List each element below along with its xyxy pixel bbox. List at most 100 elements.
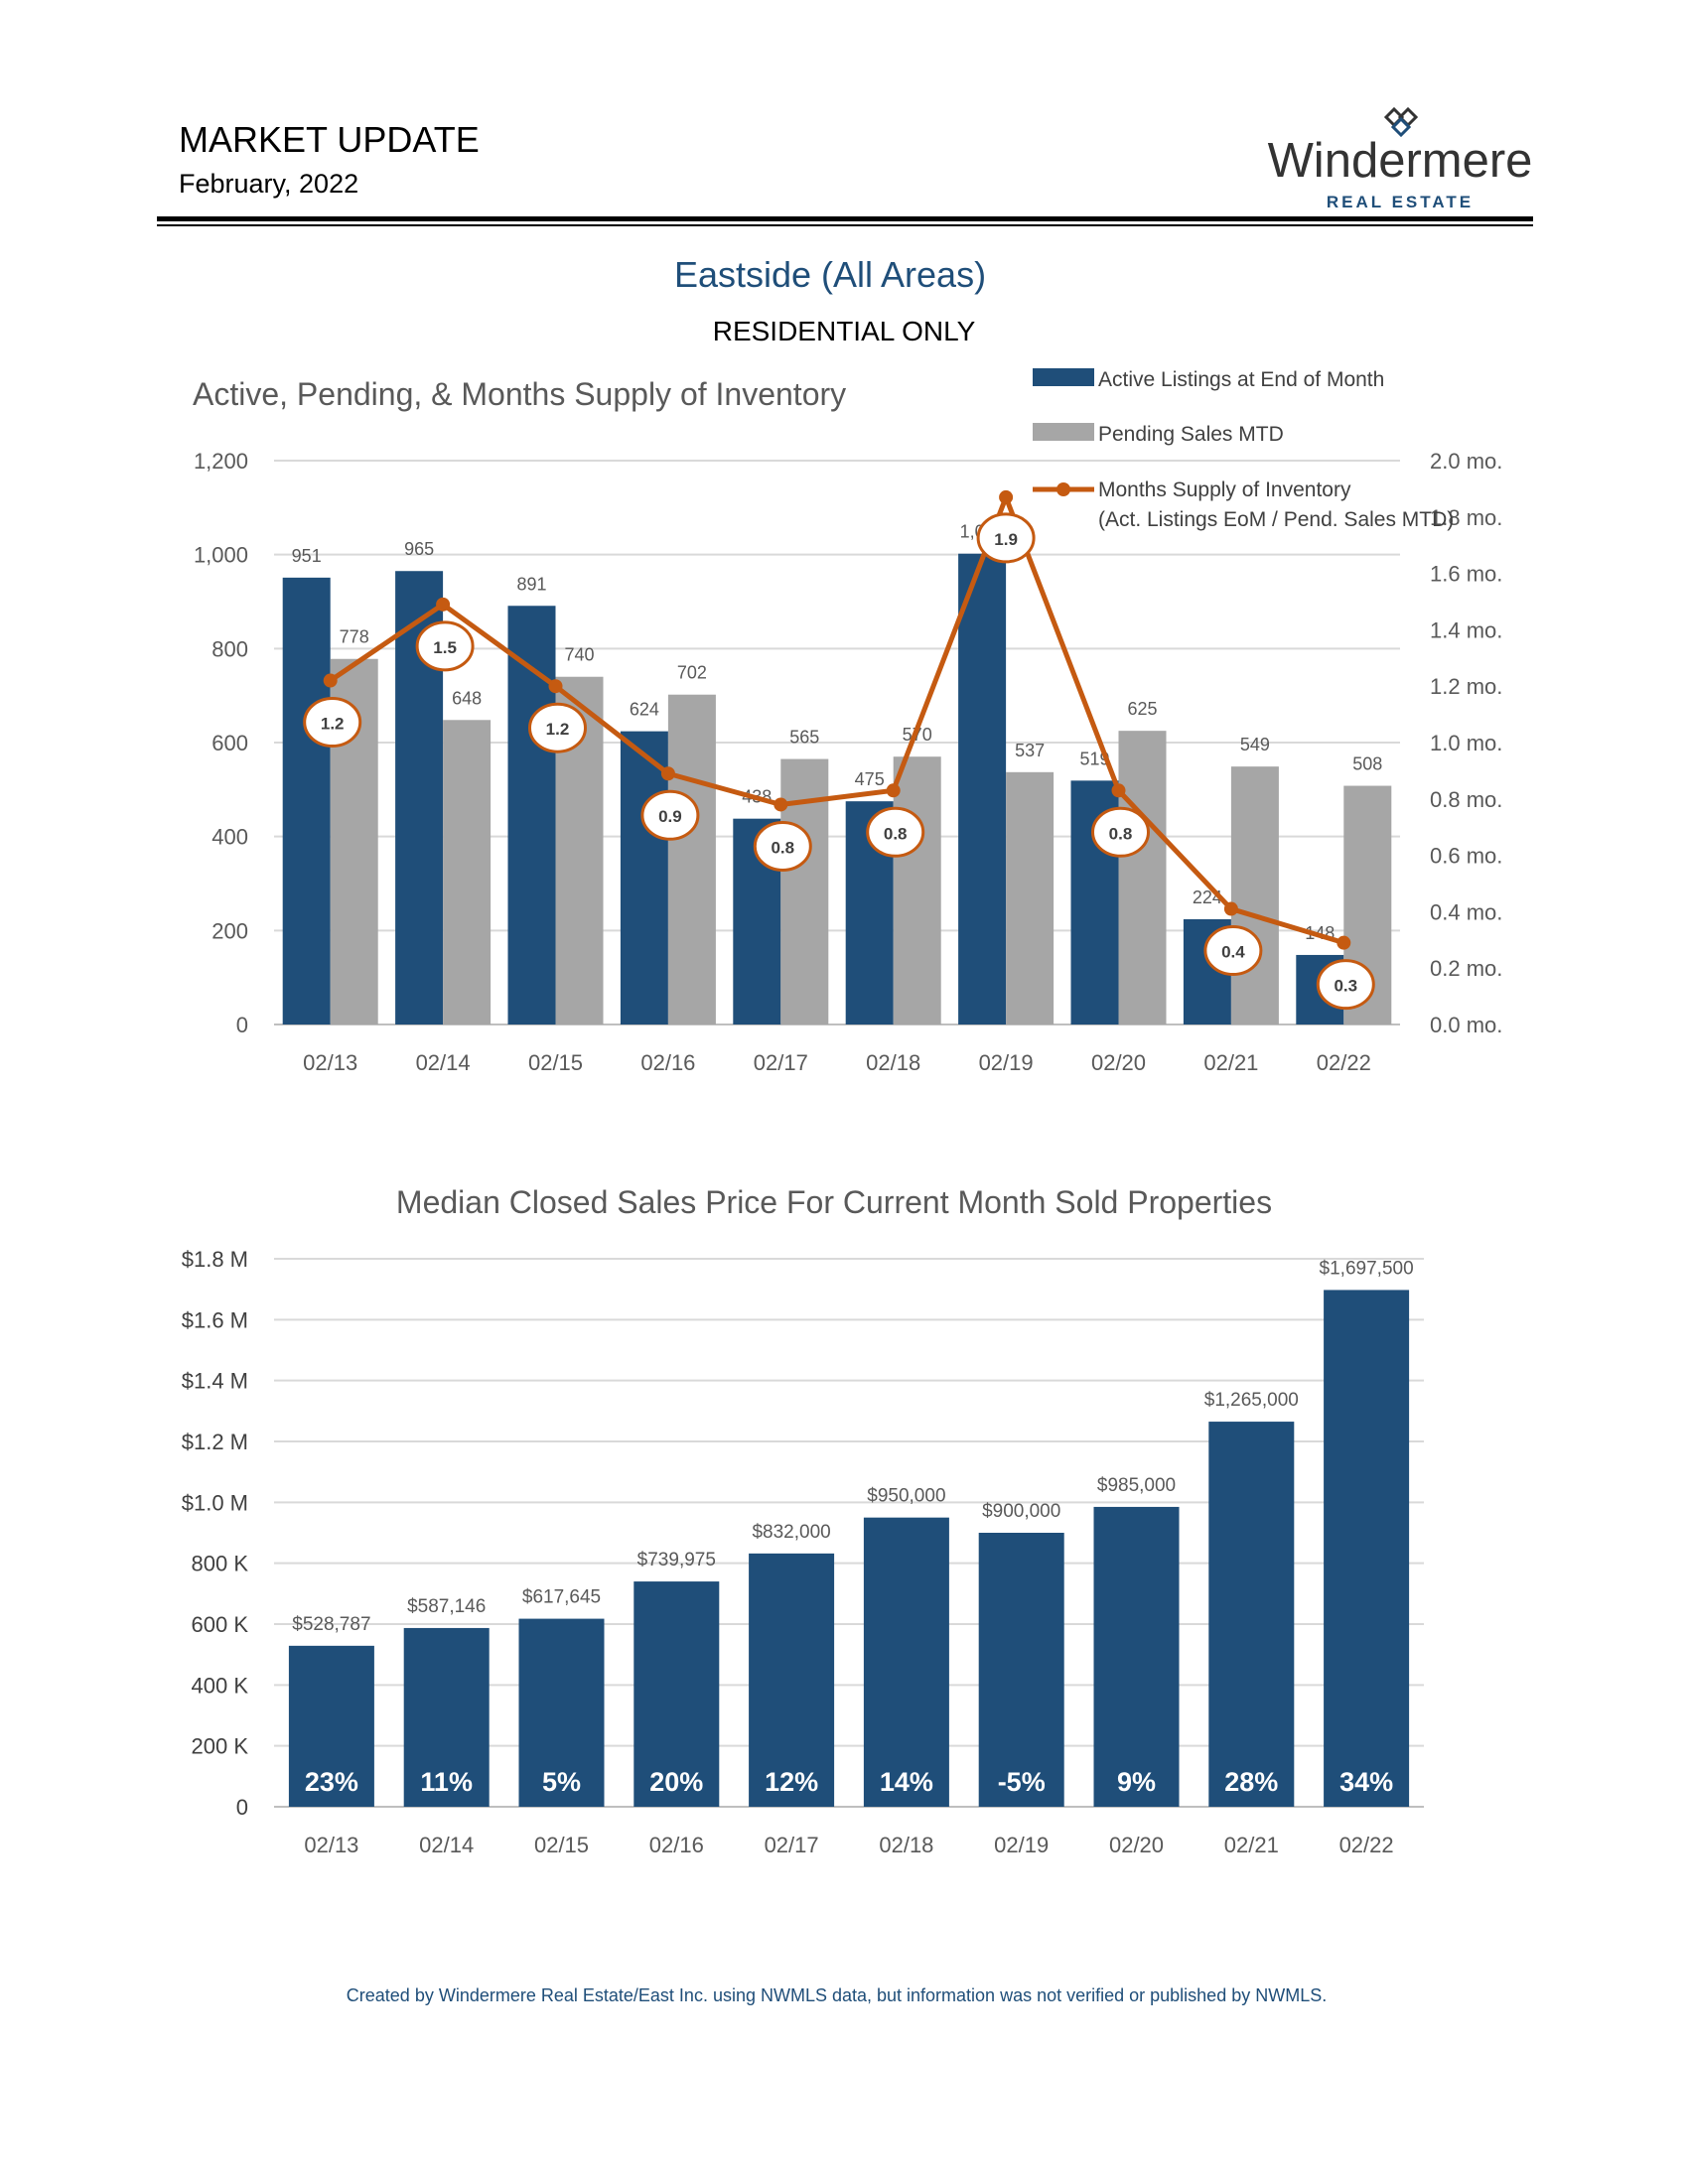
y2-tick-label: 2.0 mo. bbox=[1430, 449, 1502, 474]
price-value-label: $587,146 bbox=[407, 1596, 486, 1617]
price-value-label: $1,697,500 bbox=[1320, 1258, 1414, 1279]
supply-label-bubble bbox=[415, 620, 475, 672]
x-axis-ticks: 02/13 02/14 02/15 02/16 02/17 02/18 02/19 02/20… bbox=[304, 1833, 1393, 1857]
yoy-change-label: 34% bbox=[1339, 1767, 1393, 1797]
price-value-label: $617,645 bbox=[522, 1587, 601, 1608]
median-price-bar bbox=[863, 1517, 949, 1807]
x-tick-label: 02/13 bbox=[303, 1050, 357, 1075]
price-value-label: $900,000 bbox=[982, 1501, 1060, 1522]
pending-value-label: 740 bbox=[564, 645, 594, 665]
header-rule-thick bbox=[157, 216, 1533, 221]
active-value-label: 624 bbox=[630, 700, 659, 720]
legend-label-supply: Months Supply of Inventory bbox=[1098, 478, 1351, 501]
x-tick-label: 02/14 bbox=[416, 1050, 471, 1075]
supply-label-bubble bbox=[640, 789, 700, 841]
x-tick-label: 02/17 bbox=[754, 1050, 808, 1075]
y2-tick-label: 0.6 mo. bbox=[1430, 844, 1502, 869]
x-tick-label: 02/17 bbox=[765, 1833, 819, 1857]
yoy-change-label: 20% bbox=[649, 1767, 703, 1797]
y-tick-label: 1,200 bbox=[194, 449, 248, 474]
supply-point bbox=[548, 679, 563, 694]
x-tick-label: 02/20 bbox=[1109, 1833, 1164, 1857]
x-tick-label: 02/16 bbox=[649, 1833, 704, 1857]
price-value-label: $985,000 bbox=[1097, 1475, 1176, 1496]
yoy-change-label: 14% bbox=[880, 1767, 933, 1797]
price-value-label: $832,000 bbox=[752, 1522, 830, 1543]
supply-point bbox=[999, 489, 1014, 504]
median-price-bar bbox=[749, 1553, 835, 1807]
y-tick-label: $1.2 M bbox=[182, 1430, 248, 1454]
source-footnote: Created by Windermere Real Estate/East I… bbox=[346, 1985, 1328, 2005]
x-tick-label: 02/21 bbox=[1203, 1050, 1258, 1075]
x-tick-label: 02/22 bbox=[1317, 1050, 1371, 1075]
price-value-label: $528,787 bbox=[292, 1614, 370, 1635]
pending-value-label: 549 bbox=[1240, 735, 1270, 754]
yoy-change-labels: 23% 11% 5% 20% 12% 14% -5% 9% 28% 34% bbox=[305, 1767, 1393, 1797]
chart-title: Median Closed Sales Price For Current Mo… bbox=[396, 1184, 1272, 1220]
pending-sales-bar bbox=[443, 720, 492, 1024]
supply-point bbox=[774, 797, 788, 812]
legend-label-pending: Pending Sales MTD bbox=[1098, 423, 1284, 446]
x-tick-label: 02/19 bbox=[994, 1833, 1049, 1857]
yoy-change-label: -5% bbox=[998, 1767, 1046, 1797]
y-tick-label: 200 K bbox=[192, 1734, 249, 1759]
median-price-chart: Median Closed Sales Price For Current Mo… bbox=[182, 1184, 1424, 1857]
pending-value-label: 648 bbox=[452, 688, 482, 708]
pending-sales-bar bbox=[667, 694, 716, 1024]
x-axis-ticks: 02/13 02/14 02/15 02/16 02/17 02/18 02/19 02/20… bbox=[303, 1050, 1371, 1075]
median-price-bar bbox=[1093, 1506, 1180, 1807]
y-axis-ticks: 0 200 K 400 K 600 K 800 K $1.0 M $1.2 M $1.4 M $… bbox=[182, 1247, 249, 1820]
y2-tick-label: 1.8 mo. bbox=[1430, 505, 1502, 530]
yoy-change-label: 12% bbox=[765, 1767, 818, 1797]
price-value-label: $739,975 bbox=[637, 1550, 716, 1570]
supply-value-label: 0.3 bbox=[1334, 977, 1357, 996]
active-value-label: 951 bbox=[292, 546, 322, 566]
supply-label-bubble bbox=[1203, 925, 1263, 977]
supply-point bbox=[1223, 901, 1238, 916]
y2-tick-label: 1.2 mo. bbox=[1430, 674, 1502, 699]
supply-line bbox=[329, 494, 1345, 946]
x-tick-label: 02/18 bbox=[866, 1050, 920, 1075]
logo-subtitle: REAL ESTATE bbox=[1326, 193, 1475, 211]
windermere-logo: Windermere REAL ESTATE bbox=[1251, 107, 1549, 216]
pending-sales-bar bbox=[1230, 766, 1279, 1024]
legend: Active Listings at End of Month Pending … bbox=[1033, 368, 1454, 531]
supply-label-bubble bbox=[976, 512, 1036, 564]
median-price-bar bbox=[1324, 1290, 1410, 1807]
inventory-chart: Active, Pending, & Months Supply of Inve… bbox=[193, 368, 1502, 1075]
report-date: February, 2022 bbox=[179, 169, 359, 199]
active-listings-bar bbox=[620, 731, 668, 1024]
supply-value-label: 0.4 bbox=[1221, 943, 1245, 962]
supply-value-label: 0.8 bbox=[1109, 824, 1133, 843]
supply-point bbox=[436, 597, 451, 612]
yoy-change-label: 5% bbox=[542, 1767, 581, 1797]
median-price-bar bbox=[633, 1581, 720, 1807]
y-tick-label: 600 bbox=[211, 731, 248, 755]
y-tick-label: 1,000 bbox=[194, 543, 248, 568]
active-value-label: 475 bbox=[855, 769, 885, 789]
supply-point bbox=[886, 783, 901, 798]
pending-value-label: 508 bbox=[1352, 754, 1382, 774]
supply-value-label: 1.2 bbox=[546, 720, 570, 739]
supply-label-bubble bbox=[753, 820, 812, 872]
price-value-label: $1,265,000 bbox=[1204, 1390, 1299, 1411]
y2-tick-label: 1.6 mo. bbox=[1430, 562, 1502, 587]
yoy-change-label: 9% bbox=[1117, 1767, 1156, 1797]
pending-value-label: 537 bbox=[1015, 741, 1045, 760]
y-tick-label: $1.0 M bbox=[182, 1490, 248, 1515]
yoy-change-label: 11% bbox=[420, 1767, 473, 1797]
y2-tick-label: 0.2 mo. bbox=[1430, 956, 1502, 981]
x-tick-label: 02/20 bbox=[1091, 1050, 1146, 1075]
x-tick-label: 02/15 bbox=[528, 1050, 583, 1075]
y-tick-label: $1.4 M bbox=[182, 1369, 248, 1394]
supply-label-bubble bbox=[866, 806, 925, 858]
pending-value-label: 625 bbox=[1127, 699, 1157, 719]
legend-swatch-active bbox=[1033, 368, 1094, 386]
median-price-bar bbox=[288, 1645, 374, 1807]
report-title: MARKET UPDATE bbox=[179, 119, 480, 160]
supply-label-bubble bbox=[1091, 806, 1150, 858]
x-tick-label: 02/18 bbox=[879, 1833, 933, 1857]
price-bar-series bbox=[288, 1290, 1410, 1807]
property-type: RESIDENTIAL ONLY bbox=[712, 316, 976, 346]
x-tick-label: 02/22 bbox=[1339, 1833, 1394, 1857]
